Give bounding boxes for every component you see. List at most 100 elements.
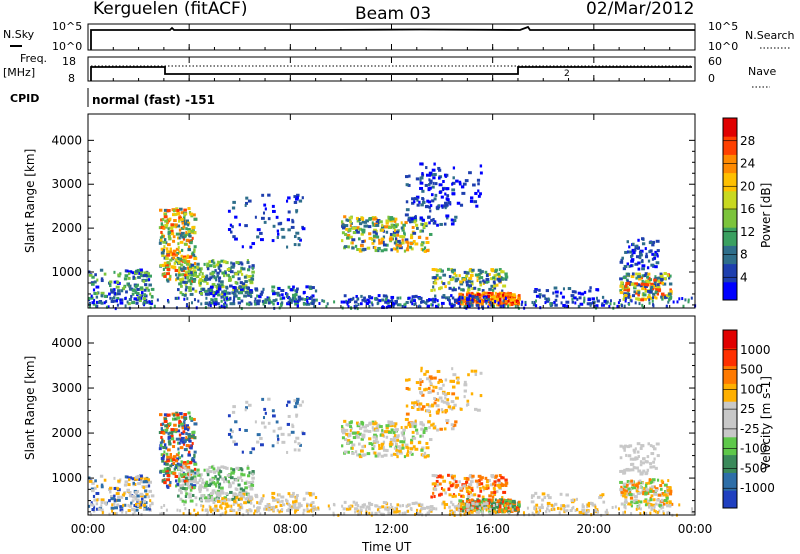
echo-cell — [215, 285, 219, 289]
echo-cell — [412, 231, 417, 235]
echo-cell — [247, 293, 251, 297]
echo-cell — [199, 484, 202, 488]
echo-cell — [198, 267, 203, 271]
echo-cell — [653, 283, 657, 287]
echo-cell — [276, 508, 280, 512]
echo-cell — [315, 507, 318, 511]
echo-cell — [369, 296, 374, 300]
nave-marker: 2 — [564, 69, 570, 79]
echo-cell — [628, 493, 633, 497]
echo-cell — [429, 173, 434, 177]
echo-cell — [637, 275, 641, 279]
echo-cell — [159, 469, 164, 473]
echo-cell — [145, 493, 149, 497]
echo-cell — [211, 512, 214, 516]
colorbar-tick-label: -100 — [740, 442, 767, 456]
echo-cell — [666, 274, 670, 278]
echo-cell — [346, 233, 351, 237]
echo-cell — [660, 498, 664, 502]
echo-cell — [596, 299, 600, 303]
echo-cell — [363, 239, 367, 243]
echo-cell — [276, 434, 279, 438]
echo-cell — [392, 247, 395, 251]
echo-cell — [448, 512, 451, 516]
echo-cell — [423, 455, 427, 459]
echo-cell — [113, 280, 117, 284]
echo-cell — [127, 272, 131, 276]
echo-cell — [643, 297, 647, 301]
echo-cell — [490, 277, 494, 281]
echo-cell — [630, 511, 633, 515]
echo-cell — [262, 416, 266, 420]
echo-cell — [93, 291, 97, 295]
echo-cell — [653, 256, 657, 260]
echo-cell — [432, 422, 435, 426]
echo-cell — [165, 263, 169, 267]
echo-cell — [204, 292, 208, 296]
echo-cell — [239, 261, 243, 265]
echo-cell — [160, 443, 163, 447]
echo-cell — [396, 510, 401, 514]
echo-cell — [238, 223, 241, 227]
echo-cell — [417, 441, 422, 445]
echo-cell — [93, 280, 97, 284]
echo-cell — [417, 235, 422, 239]
echo-cell — [347, 505, 352, 509]
echo-cell — [400, 221, 403, 225]
colorbar-tick-label: -500 — [740, 461, 767, 475]
echo-cell — [659, 493, 664, 497]
echo-cell — [432, 300, 437, 304]
echo-cell — [188, 288, 192, 292]
echo-cell — [650, 263, 655, 267]
echo-cell — [427, 188, 431, 192]
echo-cell — [183, 297, 186, 301]
echo-cell — [216, 497, 219, 501]
echo-cell — [442, 383, 445, 387]
echo-cell — [634, 495, 638, 499]
echo-cell — [187, 269, 192, 273]
echo-cell — [354, 503, 357, 507]
echo-cell — [489, 301, 492, 305]
echo-cell — [176, 457, 180, 461]
echo-cell — [624, 299, 627, 303]
echo-cell — [401, 512, 404, 516]
echo-cell — [179, 484, 183, 488]
echo-cell — [571, 290, 576, 294]
echo-cell — [138, 505, 142, 509]
echo-cell — [92, 509, 96, 513]
echo-cell — [406, 244, 410, 248]
echo-cell — [455, 507, 458, 511]
echo-cell — [93, 486, 97, 490]
echo-cell — [368, 501, 372, 505]
echo-cell — [348, 440, 353, 444]
echo-cell — [295, 400, 299, 404]
echo-cell — [160, 230, 163, 234]
echo-cell — [443, 506, 446, 510]
echo-cell — [419, 391, 423, 395]
echo-cell — [632, 499, 636, 503]
echo-cell — [120, 298, 124, 302]
echo-cell — [690, 510, 693, 514]
echo-cell — [508, 501, 511, 505]
echo-cell — [668, 500, 672, 504]
echo-cell — [158, 226, 162, 230]
echo-cell — [431, 303, 434, 307]
echo-cell — [424, 183, 428, 187]
echo-cell — [413, 220, 417, 224]
echo-cell — [476, 275, 480, 279]
echo-cell — [272, 498, 276, 502]
echo-cell — [451, 296, 455, 300]
echo-cell — [614, 505, 617, 509]
echo-cell — [240, 272, 244, 276]
echo-cell — [468, 498, 471, 502]
echo-cell — [498, 291, 503, 295]
echo-cell — [440, 408, 444, 412]
echo-cell — [498, 498, 503, 502]
echo-cell — [513, 296, 517, 300]
echo-cell — [437, 408, 441, 412]
echo-cell — [447, 473, 450, 477]
echo-cell — [217, 494, 222, 498]
echo-cell — [95, 285, 100, 289]
colorbar-tick-label: 16 — [740, 202, 755, 216]
echo-cell — [208, 498, 213, 502]
